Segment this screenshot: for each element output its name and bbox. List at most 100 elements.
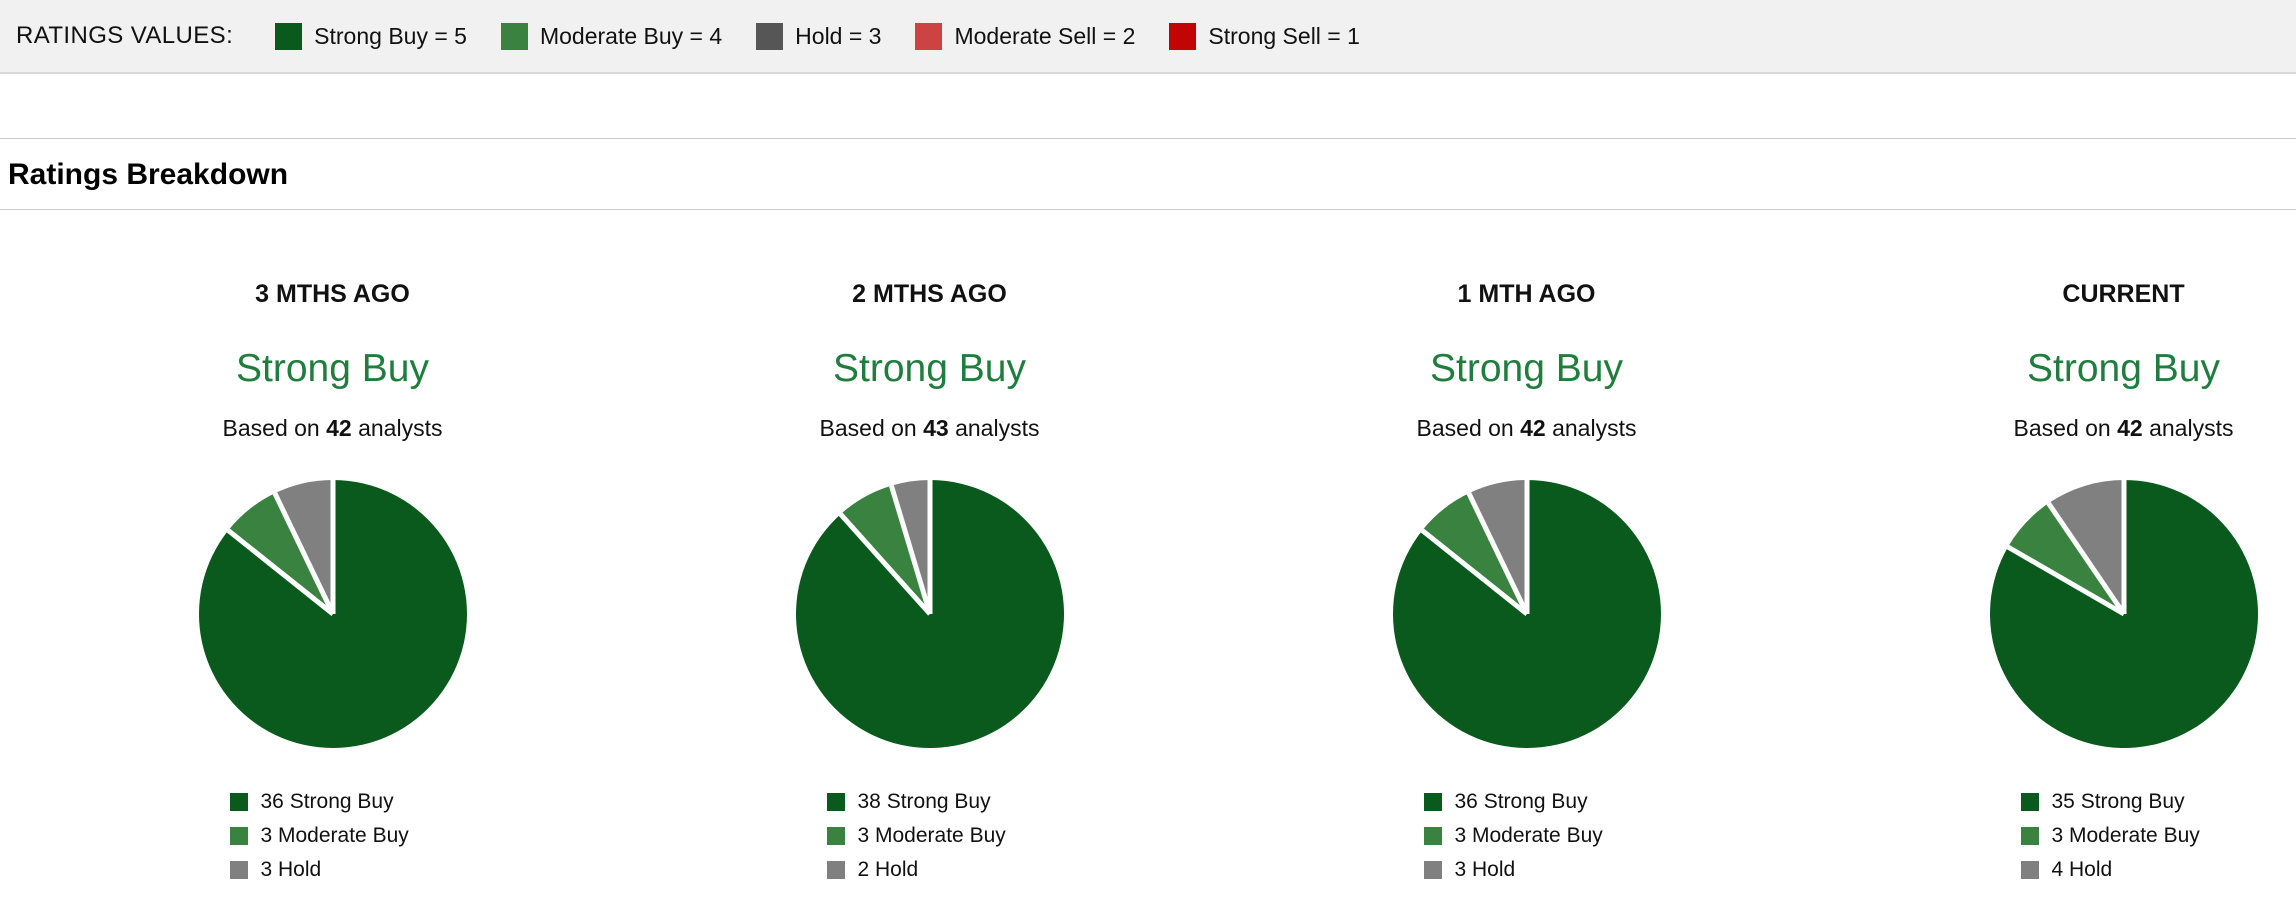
- pie-legend-swatch-icon: [1423, 827, 1442, 845]
- pie-slice-separator: [2045, 501, 2126, 616]
- consensus-rating: Strong Buy: [236, 347, 429, 390]
- ratings-values-legend: Strong Buy = 5 Moderate Buy = 4 Hold = 3…: [275, 22, 1360, 50]
- pie-legend-label: 3 Moderate Buy: [260, 824, 409, 847]
- pie-legend-label: 3 Hold: [1454, 858, 1516, 881]
- rating-legend-label: Strong Sell = 1: [1208, 22, 1360, 49]
- rating-legend-label: Hold = 3: [795, 22, 882, 49]
- rating-color-swatch-icon: [1169, 22, 1197, 50]
- pie-legend-swatch-icon: [229, 793, 248, 811]
- rating-legend-item: Strong Buy = 5: [275, 22, 467, 50]
- pie-legend: 36 Strong Buy 3 Moderate Buy 3 Hold: [229, 785, 436, 887]
- period-label: 3 MTHS AGO: [255, 280, 410, 308]
- pie-legend-row: 4 Hold: [2020, 853, 2227, 887]
- pie-legend-swatch-icon: [2020, 827, 2039, 845]
- pie-legend-label: 38 Strong Buy: [857, 790, 991, 813]
- ratings-values-bar: RATINGS VALUES: Strong Buy = 5 Moderate …: [0, 0, 2296, 74]
- ratings-columns: 3 MTHS AGO Strong Buy Based on 42 analys…: [34, 280, 2296, 887]
- analysts-prefix: Based on: [222, 415, 320, 441]
- pie-legend-label: 3 Moderate Buy: [1454, 824, 1603, 847]
- pie-legend-swatch-icon: [826, 793, 845, 811]
- period-label: 2 MTHS AGO: [852, 280, 1007, 308]
- analysts-prefix: Based on: [819, 415, 917, 441]
- pie-slice-moderate-buy: [2007, 503, 2124, 614]
- pie-legend-label: 36 Strong Buy: [260, 790, 394, 813]
- rating-legend-label: Moderate Sell = 2: [954, 22, 1136, 49]
- pie-legend-row: 36 Strong Buy: [1423, 785, 1630, 819]
- analysts-prefix: Based on: [2013, 415, 2111, 441]
- pie-legend-label: 36 Strong Buy: [1454, 790, 1588, 813]
- pie-legend: 36 Strong Buy 3 Moderate Buy 3 Hold: [1423, 785, 1630, 887]
- rating-color-swatch-icon: [500, 22, 528, 50]
- pie-slice-separator: [272, 492, 335, 616]
- consensus-rating: Strong Buy: [833, 347, 1026, 390]
- analysts-count: 42: [1520, 415, 1546, 441]
- pie-slice-separator: [888, 484, 932, 615]
- rating-color-swatch-icon: [275, 22, 303, 50]
- pie-legend-label: 4 Hold: [2051, 858, 2113, 881]
- rating-column: CURRENT Strong Buy Based on 42 analysts …: [1825, 280, 2296, 887]
- pie-legend-row: 3 Hold: [229, 853, 436, 887]
- analysts-count-line: Based on 42 analysts: [1228, 414, 1825, 442]
- pie-legend-label: 3 Hold: [260, 858, 322, 881]
- pie-legend: 35 Strong Buy 3 Moderate Buy 4 Hold: [2020, 785, 2227, 887]
- rating-column: 1 MTH AGO Strong Buy Based on 42 analyst…: [1228, 280, 1825, 887]
- analysts-count-line: Based on 42 analysts: [1825, 414, 2296, 442]
- pie-chart: [1989, 480, 2258, 748]
- pie-slice-hold: [2048, 480, 2124, 614]
- analysts-count: 42: [2117, 415, 2143, 441]
- analysts-count: 43: [923, 415, 949, 441]
- pie-legend-row: 3 Moderate Buy: [826, 819, 1033, 853]
- pie-legend-row: 3 Hold: [1423, 853, 1630, 887]
- pie-legend-row: 35 Strong Buy: [2020, 785, 2227, 819]
- pie-legend-row: 36 Strong Buy: [229, 785, 436, 819]
- rating-legend-item: Moderate Sell = 2: [915, 22, 1136, 50]
- consensus-rating: Strong Buy: [2027, 347, 2220, 390]
- pie-legend-label: 2 Hold: [857, 858, 919, 881]
- pie-chart: [795, 480, 1064, 748]
- pie-legend-swatch-icon: [2020, 861, 2039, 879]
- analysts-suffix: analysts: [358, 415, 443, 441]
- pie-legend-swatch-icon: [1423, 861, 1442, 879]
- pie-legend-swatch-icon: [229, 827, 248, 845]
- rating-column: 3 MTHS AGO Strong Buy Based on 42 analys…: [34, 280, 631, 887]
- pie-slice-separator: [1466, 492, 1529, 616]
- pie-slice-separator: [1420, 528, 1529, 616]
- pie-legend-row: 3 Moderate Buy: [2020, 819, 2227, 853]
- analysts-suffix: analysts: [955, 415, 1040, 441]
- pie-chart: [1392, 480, 1661, 748]
- ratings-values-label: RATINGS VALUES:: [16, 22, 234, 49]
- pie-slice-separator: [838, 512, 932, 616]
- consensus-rating: Strong Buy: [1430, 347, 1623, 390]
- section-title: Ratings Breakdown: [8, 158, 289, 191]
- pie-chart: [198, 480, 467, 748]
- rating-legend-label: Moderate Buy = 4: [539, 22, 723, 49]
- pie-legend-swatch-icon: [229, 861, 248, 879]
- section-header: Ratings Breakdown: [0, 138, 2296, 210]
- rating-legend-item: Strong Sell = 1: [1169, 22, 1360, 50]
- pie-legend-swatch-icon: [826, 827, 845, 845]
- pie-legend-label: 3 Moderate Buy: [2051, 824, 2200, 847]
- rating-color-swatch-icon: [756, 22, 784, 50]
- pie-legend-swatch-icon: [826, 861, 845, 879]
- pie-legend-swatch-icon: [2020, 793, 2039, 811]
- pie-slice-moderate-buy: [1421, 493, 1527, 614]
- analysts-count-line: Based on 42 analysts: [34, 414, 631, 442]
- rating-column: 2 MTHS AGO Strong Buy Based on 43 analys…: [631, 280, 1228, 887]
- analysts-count-line: Based on 43 analysts: [631, 414, 1228, 442]
- pie-legend-swatch-icon: [1423, 793, 1442, 811]
- analysts-count: 42: [326, 415, 352, 441]
- analysts-prefix: Based on: [1416, 415, 1514, 441]
- pie-slice-separator: [226, 528, 335, 616]
- pie-legend-row: 2 Hold: [826, 853, 1033, 887]
- rating-color-swatch-icon: [915, 22, 943, 50]
- pie-legend-label: 3 Moderate Buy: [857, 824, 1006, 847]
- pie-slice-moderate-buy: [227, 493, 333, 614]
- pie-legend-row: 38 Strong Buy: [826, 785, 1033, 819]
- rating-legend-item: Moderate Buy = 4: [500, 22, 723, 50]
- period-label: CURRENT: [2062, 280, 2185, 308]
- pie-legend: 38 Strong Buy 3 Moderate Buy 2 Hold: [826, 785, 1033, 887]
- analysts-suffix: analysts: [1552, 415, 1637, 441]
- pie-slice-moderate-buy: [840, 485, 930, 614]
- pie-legend-row: 3 Moderate Buy: [1423, 819, 1630, 853]
- period-label: 1 MTH AGO: [1457, 280, 1596, 308]
